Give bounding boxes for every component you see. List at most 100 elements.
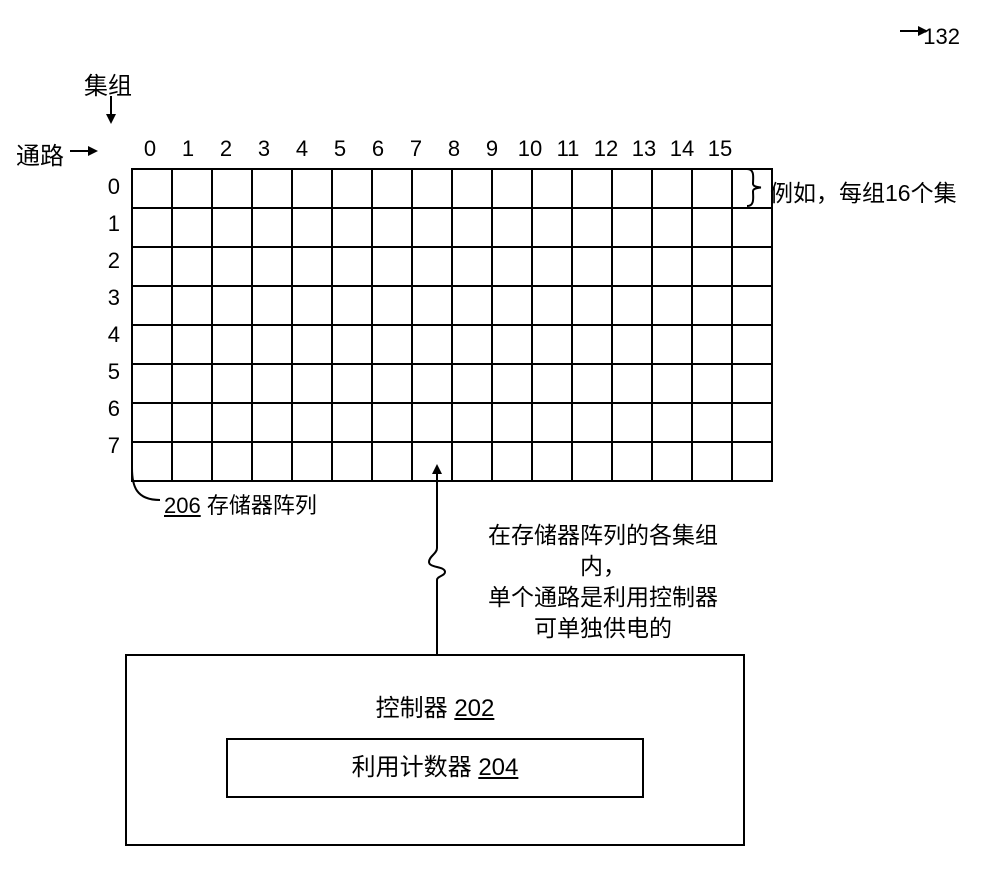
cell-r6-c6	[372, 403, 412, 442]
cell-r4-c6	[372, 325, 412, 364]
cell-r3-c10	[532, 286, 572, 325]
cell-r2-c15	[732, 247, 772, 286]
counter-text: 利用计数器	[352, 754, 479, 781]
cell-r1-c11	[572, 208, 612, 247]
cell-r3-c1	[172, 286, 212, 325]
cell-r6-c11	[572, 403, 612, 442]
cell-r7-c11	[572, 442, 612, 481]
cell-r1-c0	[132, 208, 172, 247]
cell-r4-c11	[572, 325, 612, 364]
col-header-9: 9	[473, 136, 511, 162]
col-header-4: 4	[283, 136, 321, 162]
cell-r6-c10	[532, 403, 572, 442]
cell-r0-c11	[572, 169, 612, 208]
cell-r5-c5	[332, 364, 372, 403]
cell-r7-c9	[492, 442, 532, 481]
set-group-arrow	[110, 96, 112, 122]
cell-r6-c1	[172, 403, 212, 442]
cell-r3-c5	[332, 286, 372, 325]
cell-r2-c14	[692, 247, 732, 286]
cell-r5-c4	[292, 364, 332, 403]
cell-r5-c1	[172, 364, 212, 403]
cell-r4-c3	[252, 325, 292, 364]
cell-r4-c13	[652, 325, 692, 364]
array-callout: 206 存储器阵列	[164, 488, 317, 520]
cell-r3-c2	[212, 286, 252, 325]
cell-r5-c14	[692, 364, 732, 403]
cell-r6-c8	[452, 403, 492, 442]
cell-r4-c1	[172, 325, 212, 364]
cell-r6-c7	[412, 403, 452, 442]
array-callout-num: 206	[164, 493, 201, 518]
mid-note-l3: 可单独供电的	[534, 615, 672, 641]
cell-r2-c4	[292, 247, 332, 286]
cell-r7-c10	[532, 442, 572, 481]
cell-r5-c0	[132, 364, 172, 403]
col-header-2: 2	[207, 136, 245, 162]
cell-r2-c6	[372, 247, 412, 286]
cell-r7-c8	[452, 442, 492, 481]
cell-r6-c15	[732, 403, 772, 442]
cell-r2-c1	[172, 247, 212, 286]
cell-r1-c5	[332, 208, 372, 247]
cell-r5-c7	[412, 364, 452, 403]
cell-r0-c4	[292, 169, 332, 208]
controller-arrow-squiggle	[428, 548, 446, 580]
cell-r5-c3	[252, 364, 292, 403]
col-header-5: 5	[321, 136, 359, 162]
row-header-6: 6	[100, 390, 120, 427]
cell-r4-c10	[532, 325, 572, 364]
cell-r7-c4	[292, 442, 332, 481]
mid-note: 在存储器阵列的各集组内， 单个通路是利用控制器 可单独供电的	[468, 520, 738, 644]
cell-r4-c5	[332, 325, 372, 364]
row-header-7: 7	[100, 427, 120, 464]
cell-r0-c9	[492, 169, 532, 208]
cell-r6-c12	[612, 403, 652, 442]
cell-r0-c12	[612, 169, 652, 208]
cell-r4-c7	[412, 325, 452, 364]
cell-r7-c3	[252, 442, 292, 481]
array-callout-text: 存储器阵列	[207, 493, 317, 518]
cell-r4-c15	[732, 325, 772, 364]
cell-r7-c5	[332, 442, 372, 481]
counter-num: 204	[478, 754, 518, 781]
cell-r1-c2	[212, 208, 252, 247]
cell-r1-c10	[532, 208, 572, 247]
cell-r5-c9	[492, 364, 532, 403]
cell-r0-c0	[132, 169, 172, 208]
cell-r7-c6	[372, 442, 412, 481]
grid-table	[131, 168, 773, 482]
cell-r7-c15	[732, 442, 772, 481]
ref-number: 132	[923, 24, 960, 50]
cell-r1-c12	[612, 208, 652, 247]
cell-r1-c4	[292, 208, 332, 247]
array-callout-lead	[126, 466, 162, 506]
controller-num: 202	[454, 695, 494, 722]
row-header-3: 3	[100, 279, 120, 316]
cell-r6-c3	[252, 403, 292, 442]
cell-r5-c6	[372, 364, 412, 403]
set-group-label: 集组	[84, 66, 132, 101]
cell-r0-c5	[332, 169, 372, 208]
controller-arrow-upper	[436, 466, 438, 548]
cell-r2-c3	[252, 247, 292, 286]
cell-r2-c2	[212, 247, 252, 286]
counter-box: 利用计数器 204	[226, 738, 644, 798]
cell-r3-c9	[492, 286, 532, 325]
cell-r1-c1	[172, 208, 212, 247]
cell-r4-c12	[612, 325, 652, 364]
cell-r5-c15	[732, 364, 772, 403]
row-header-4: 4	[100, 316, 120, 353]
controller-text: 控制器	[376, 695, 455, 722]
col-header-8: 8	[435, 136, 473, 162]
mid-note-l2: 单个通路是利用控制器	[488, 584, 718, 610]
cell-r0-c8	[452, 169, 492, 208]
cell-r1-c15	[732, 208, 772, 247]
cell-r1-c7	[412, 208, 452, 247]
col-header-7: 7	[397, 136, 435, 162]
cell-r6-c14	[692, 403, 732, 442]
cell-r4-c0	[132, 325, 172, 364]
cell-r2-c0	[132, 247, 172, 286]
cell-r6-c2	[212, 403, 252, 442]
row-header-0: 0	[100, 168, 120, 205]
